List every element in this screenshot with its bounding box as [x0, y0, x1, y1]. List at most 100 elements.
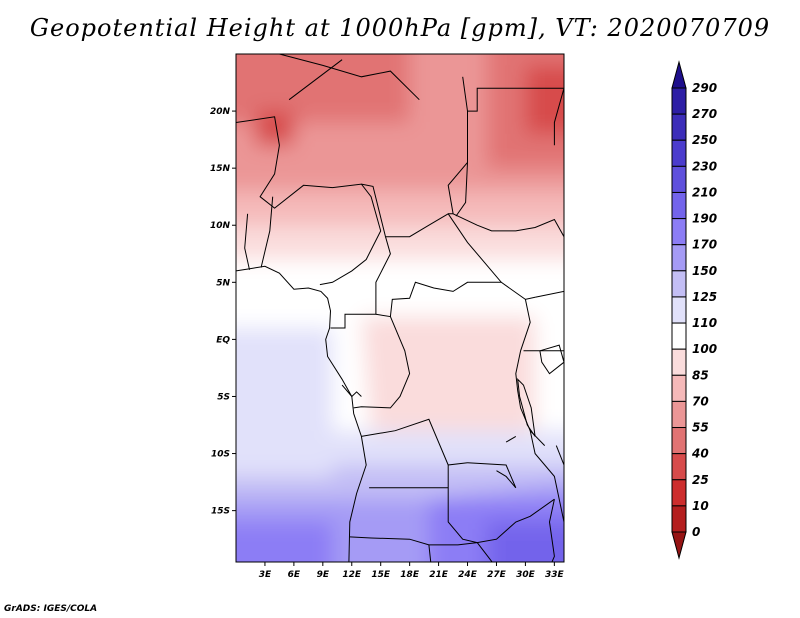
- colorbar-segment: [671, 191, 687, 220]
- boundary-line: [467, 87, 564, 112]
- colorbar-segment: [671, 244, 687, 272]
- country-boundaries: [236, 54, 564, 562]
- boundary-line: [353, 316, 411, 409]
- colorbar-label: 55: [692, 421, 709, 435]
- colorbar-bottom-triangle: [671, 531, 687, 560]
- colorbar-label: 110: [692, 316, 717, 330]
- boundary-line: [260, 196, 274, 268]
- boundary-line: [244, 213, 250, 270]
- boundary-line: [279, 54, 420, 101]
- colorbar-segment: [671, 270, 687, 298]
- field-patch: [236, 522, 333, 562]
- x-tick-label: 18E: [400, 570, 420, 580]
- x-tick-label: 15E: [371, 570, 391, 580]
- lake-outline: [563, 456, 564, 463]
- lake-outline: [517, 377, 536, 437]
- y-tick-label: 10N: [210, 221, 231, 231]
- boundary-line: [330, 236, 391, 329]
- colorbar-segment: [671, 165, 687, 193]
- x-tick-label: 6E: [288, 570, 301, 580]
- map-field: [236, 54, 564, 562]
- boundary-line: [529, 430, 564, 523]
- colorbar-label: 150: [692, 264, 717, 278]
- colorbar-label: 270: [692, 107, 717, 121]
- x-tick-label: 27E: [487, 570, 507, 580]
- boundary-line: [375, 281, 502, 318]
- field-patch: [236, 328, 333, 477]
- colorbar-label: 210: [692, 186, 717, 200]
- boundary-line: [447, 76, 468, 215]
- boundary-line: [341, 384, 362, 398]
- boundary-line: [555, 445, 564, 469]
- colorbar-label: 190: [692, 212, 717, 226]
- lake-outline: [539, 344, 564, 375]
- colorbar-segment: [671, 218, 687, 246]
- chart-title: Geopotential Height at 1000hPa [gpm], VT…: [29, 14, 771, 42]
- x-tick-label: 12E: [342, 570, 362, 580]
- field-patch: [236, 54, 410, 123]
- colorbar-label: 250: [692, 133, 717, 147]
- boundary-line: [236, 116, 382, 286]
- boundary-line: [452, 213, 564, 237]
- colorbar: 2902702502302101901701501251101008570554…: [671, 60, 717, 560]
- boundary-line: [467, 462, 517, 489]
- boundary-line: [535, 290, 564, 298]
- colorbar-label: 0: [692, 525, 700, 539]
- colorbar-segment: [671, 400, 687, 429]
- boundary-line: [548, 499, 555, 562]
- colorbar-segment: [671, 505, 687, 533]
- colorbar-label: 290: [692, 81, 717, 95]
- colorbar-segment: [671, 348, 687, 376]
- x-tick-label: 33E: [545, 570, 565, 580]
- x-tick-label: 30E: [516, 570, 536, 580]
- colorbar-top-triangle: [671, 60, 687, 89]
- field-patch: [525, 65, 564, 134]
- boundary-line: [236, 265, 367, 562]
- boundary-line: [455, 162, 468, 217]
- boundary-line: [288, 59, 343, 101]
- colorbar-segment: [671, 87, 687, 115]
- colorbar-label: 70: [692, 394, 709, 408]
- x-tick-label: 9E: [317, 570, 330, 580]
- y-tick-label: 5S: [217, 392, 230, 402]
- colorbar-label: 125: [692, 290, 717, 304]
- colorbar-segment: [671, 479, 687, 507]
- boundary-line: [349, 536, 478, 546]
- colorbar-segment: [671, 453, 687, 481]
- colorbar-label: 10: [692, 499, 709, 513]
- x-tick-label: 24E: [458, 570, 478, 580]
- y-tick-label: EQ: [216, 335, 230, 345]
- colorbar-label: 25: [692, 473, 709, 487]
- boundary-line: [553, 88, 564, 146]
- field-patch: [361, 316, 536, 431]
- y-tick-label: 15N: [210, 164, 231, 174]
- footer-credit: GrADS: IGES/COLA: [4, 604, 98, 614]
- boundary-line: [361, 183, 536, 300]
- colorbar-segment: [671, 139, 687, 167]
- y-tick-label: 15S: [211, 507, 230, 517]
- x-tick-label: 21E: [429, 570, 449, 580]
- colorbar-segment: [671, 427, 687, 455]
- colorbar-label: 230: [692, 159, 717, 173]
- field-patch: [486, 522, 564, 562]
- x-axis: 3E 6E 9E 12E 15E 18E 21E 24E 27E 30E 33E: [259, 562, 565, 580]
- colorbar-segment: [671, 322, 687, 350]
- y-axis: 20N 15N 10N 5N EQ 5S 10S 15S: [210, 107, 236, 517]
- y-tick-label: 5N: [216, 278, 230, 288]
- field-patch: [255, 111, 294, 146]
- boundary-line: [428, 544, 432, 562]
- colorbar-segment: [671, 374, 687, 402]
- boundary-line: [505, 435, 517, 443]
- colorbar-segment: [671, 296, 687, 324]
- y-tick-label: 20N: [210, 107, 231, 117]
- colorbar-label: 100: [692, 342, 717, 356]
- y-tick-label: 10S: [211, 450, 230, 460]
- boundary-line: [447, 462, 555, 544]
- colorbar-label: 170: [692, 238, 717, 252]
- map-frame: [235, 53, 565, 563]
- boundary-line: [361, 418, 449, 466]
- colorbar-label: 85: [692, 368, 709, 382]
- x-tick-label: 3E: [259, 570, 272, 580]
- colorbar-segment: [671, 113, 687, 141]
